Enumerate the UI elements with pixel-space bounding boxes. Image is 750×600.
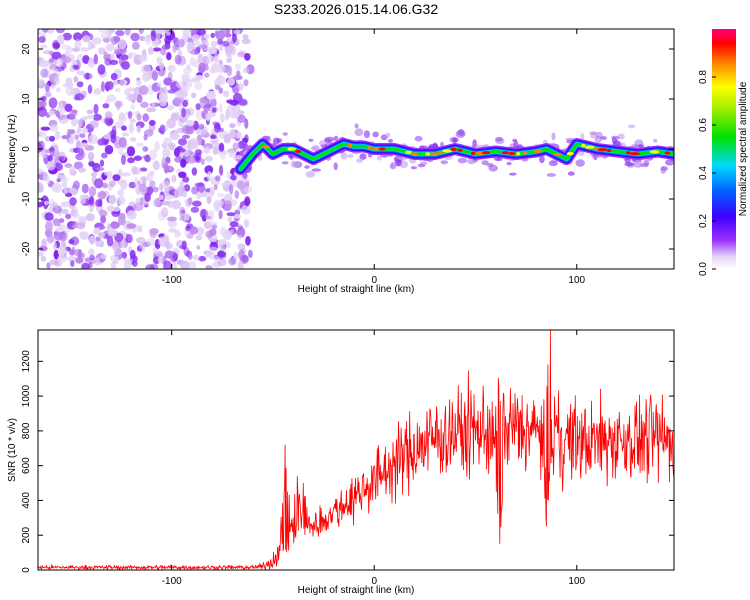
snr-ylabel: SNR (10 * v/v) [7,418,18,482]
snr-ytick-label: 800 [21,422,32,439]
spectrogram-ytick-label: -10 [21,191,32,206]
colorbar-tick-label: 0.0 [698,262,709,276]
spectrogram-xlabel: Height of straight line (km) [298,284,415,295]
figure-title: S233.2026.015.14.06.G32 [274,1,438,17]
spectrogram-image [38,29,674,269]
colorbar-ticks: 0.0 0.2 0.4 0.6 0.8 [698,70,716,276]
snr-series-line [38,330,674,570]
snr-xtick-label: 0 [371,576,377,587]
spectrogram-ytick-label: 20 [21,43,32,55]
colorbar-tick-label: 0.4 [698,166,709,180]
snr-ytick-label: 1000 [21,385,32,408]
snr-ytick-label: 400 [21,492,32,509]
colorbar-label: Normalized spectral amplitude [738,81,749,216]
snr-ytick-label: 0 [21,567,32,573]
spectrogram-xtick-label: 0 [371,275,377,286]
snr-xlabel: Height of straight line (km) [298,585,415,596]
colorbar-tick-label: 0.6 [698,118,709,132]
snr-frame [37,329,675,571]
snr-ytick-label: 600 [21,457,32,474]
colorbar-gradient [712,29,736,269]
snr-ytick-label: 200 [21,526,32,543]
snr-xtick-label: 100 [568,576,585,587]
snr-ytick-label: 1200 [21,350,32,373]
snr-xtick-label: -100 [162,576,182,587]
colorbar-tick-label: 0.8 [698,70,709,84]
spectrogram-ytick-label: 10 [21,93,32,105]
spectrogram-ytick-label: 0 [21,146,32,152]
spectrogram-ylabel: Frequency (Hz) [7,115,18,184]
colorbar-tick-label: 0.2 [698,214,709,228]
spectrogram-ytick-label: -20 [21,241,32,256]
spectrogram-xtick-label: -100 [162,275,182,286]
colorbar: 0.0 0.2 0.4 0.6 0.8 Normalized spectral ampl… [698,29,749,276]
spectrogram-xtick-label: 100 [568,275,585,286]
